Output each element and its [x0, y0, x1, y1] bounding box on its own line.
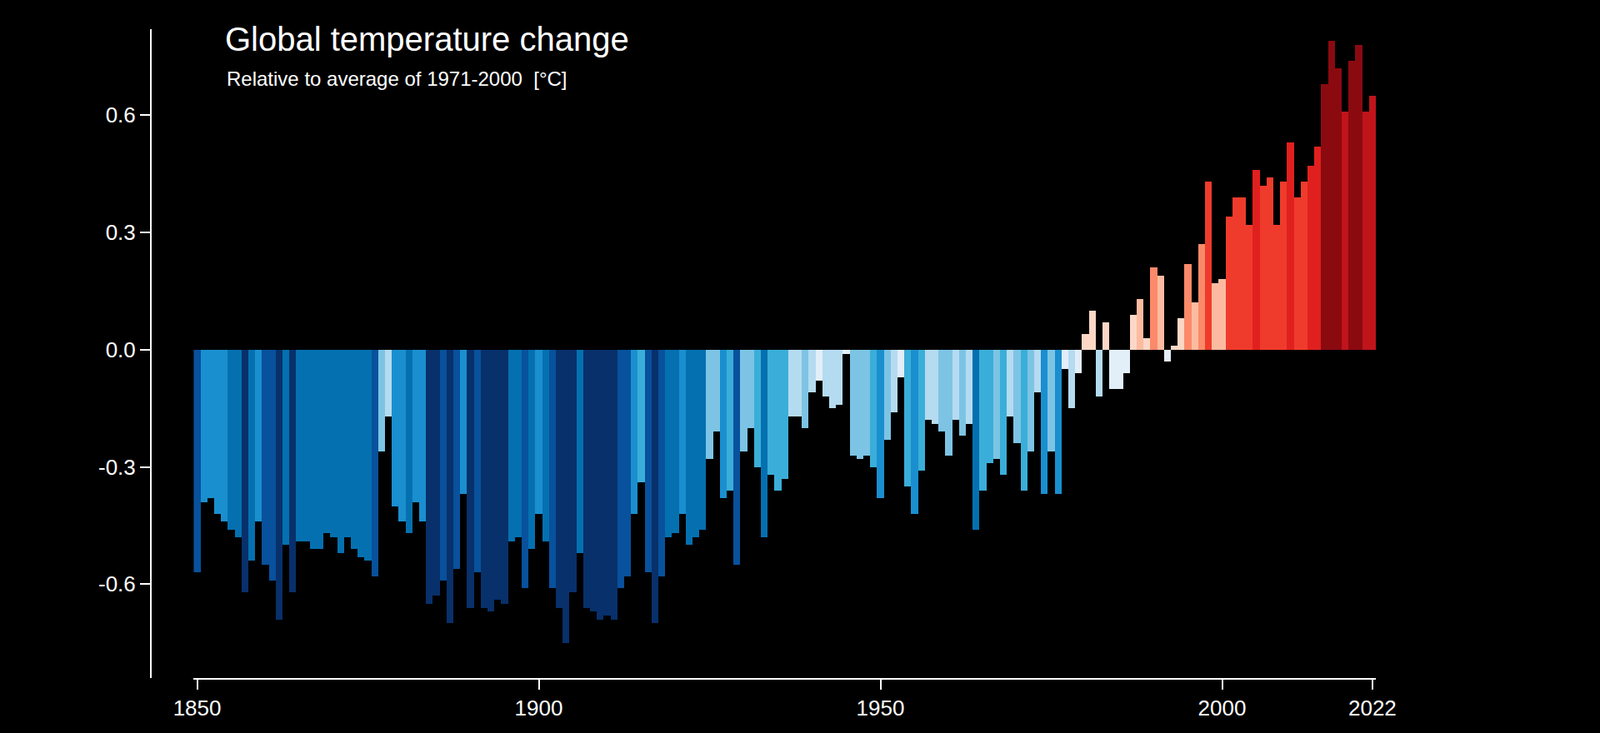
- svg-text:1950: 1950: [856, 695, 905, 721]
- svg-text:0.0: 0.0: [105, 337, 136, 363]
- svg-text:-0.3: -0.3: [98, 455, 136, 480]
- svg-text:1900: 1900: [515, 695, 564, 721]
- svg-text:Global temperature change: Global temperature change: [225, 20, 630, 58]
- svg-text:2022: 2022: [1348, 695, 1397, 721]
- svg-text:0.6: 0.6: [105, 102, 136, 128]
- svg-text:2000: 2000: [1198, 695, 1247, 721]
- svg-text:0.3: 0.3: [105, 220, 136, 245]
- svg-text:1850: 1850: [173, 695, 222, 721]
- svg-text:-0.6: -0.6: [98, 571, 136, 597]
- svg-text:Relative to average of 1971-20: Relative to average of 1971-2000 [°C]: [226, 67, 568, 90]
